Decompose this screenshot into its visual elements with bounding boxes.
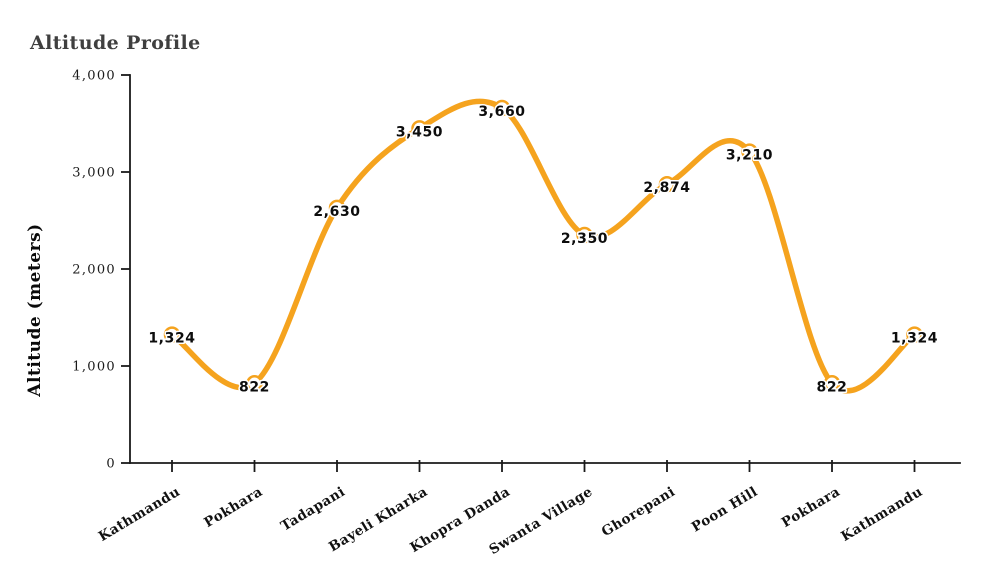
- data-point-marker: [741, 143, 758, 160]
- data-point-label: 822: [239, 379, 270, 395]
- data-point-marker: [906, 326, 923, 343]
- data-point-marker: [493, 99, 511, 117]
- data-point-label: 3,660: [478, 104, 525, 120]
- data-point-marker: [576, 226, 593, 244]
- data-point-label: 2,874: [643, 180, 690, 196]
- data-point-marker: [658, 175, 676, 193]
- data-point-marker: [823, 375, 841, 392]
- altitude-line: [169, 98, 918, 394]
- x-axis-category-label: Kathmandu: [838, 484, 925, 545]
- x-axis-category-label: Tadapani: [278, 484, 348, 535]
- y-axis-tick-label: 2,000: [72, 263, 116, 278]
- data-point-label: 1,324: [148, 331, 195, 347]
- y-axis-tick-label: 0: [106, 457, 116, 472]
- x-axis-category-label: Pokhara: [779, 484, 843, 531]
- y-axis-tick-label: 1,000: [72, 360, 116, 375]
- data-point-marker: [411, 120, 428, 137]
- x-axis-category-label: Poon Hill: [689, 484, 761, 536]
- data-point-label: 1,324: [891, 331, 938, 347]
- data-point-label: 3,210: [726, 148, 773, 164]
- x-axis-category-label: Ghorepani: [599, 484, 678, 540]
- data-point-labels: 1,324 822 2,630 3,450 3,660 2,350 2,874 3,210 82…: [147, 102, 939, 396]
- altitude-line-series: [163, 98, 923, 394]
- data-point-marker: [163, 326, 181, 343]
- data-point-label: 822: [816, 379, 847, 395]
- y-axis-tick-label: 4,000: [72, 69, 116, 84]
- x-axis-category-label: Pokhara: [201, 484, 265, 531]
- y-axis-title: Altitude (meters): [25, 223, 45, 397]
- x-axis-category-label: Kathmandu: [96, 484, 183, 545]
- data-point-marker: [246, 375, 263, 392]
- y-axis-tick-label: 3,000: [72, 166, 116, 181]
- data-point-label: 2,630: [313, 204, 360, 220]
- data-point-marker: [328, 199, 346, 217]
- chart-title: Altitude Profile: [29, 32, 201, 54]
- data-point-label: 3,450: [396, 124, 443, 140]
- data-point-label: 2,350: [561, 231, 608, 247]
